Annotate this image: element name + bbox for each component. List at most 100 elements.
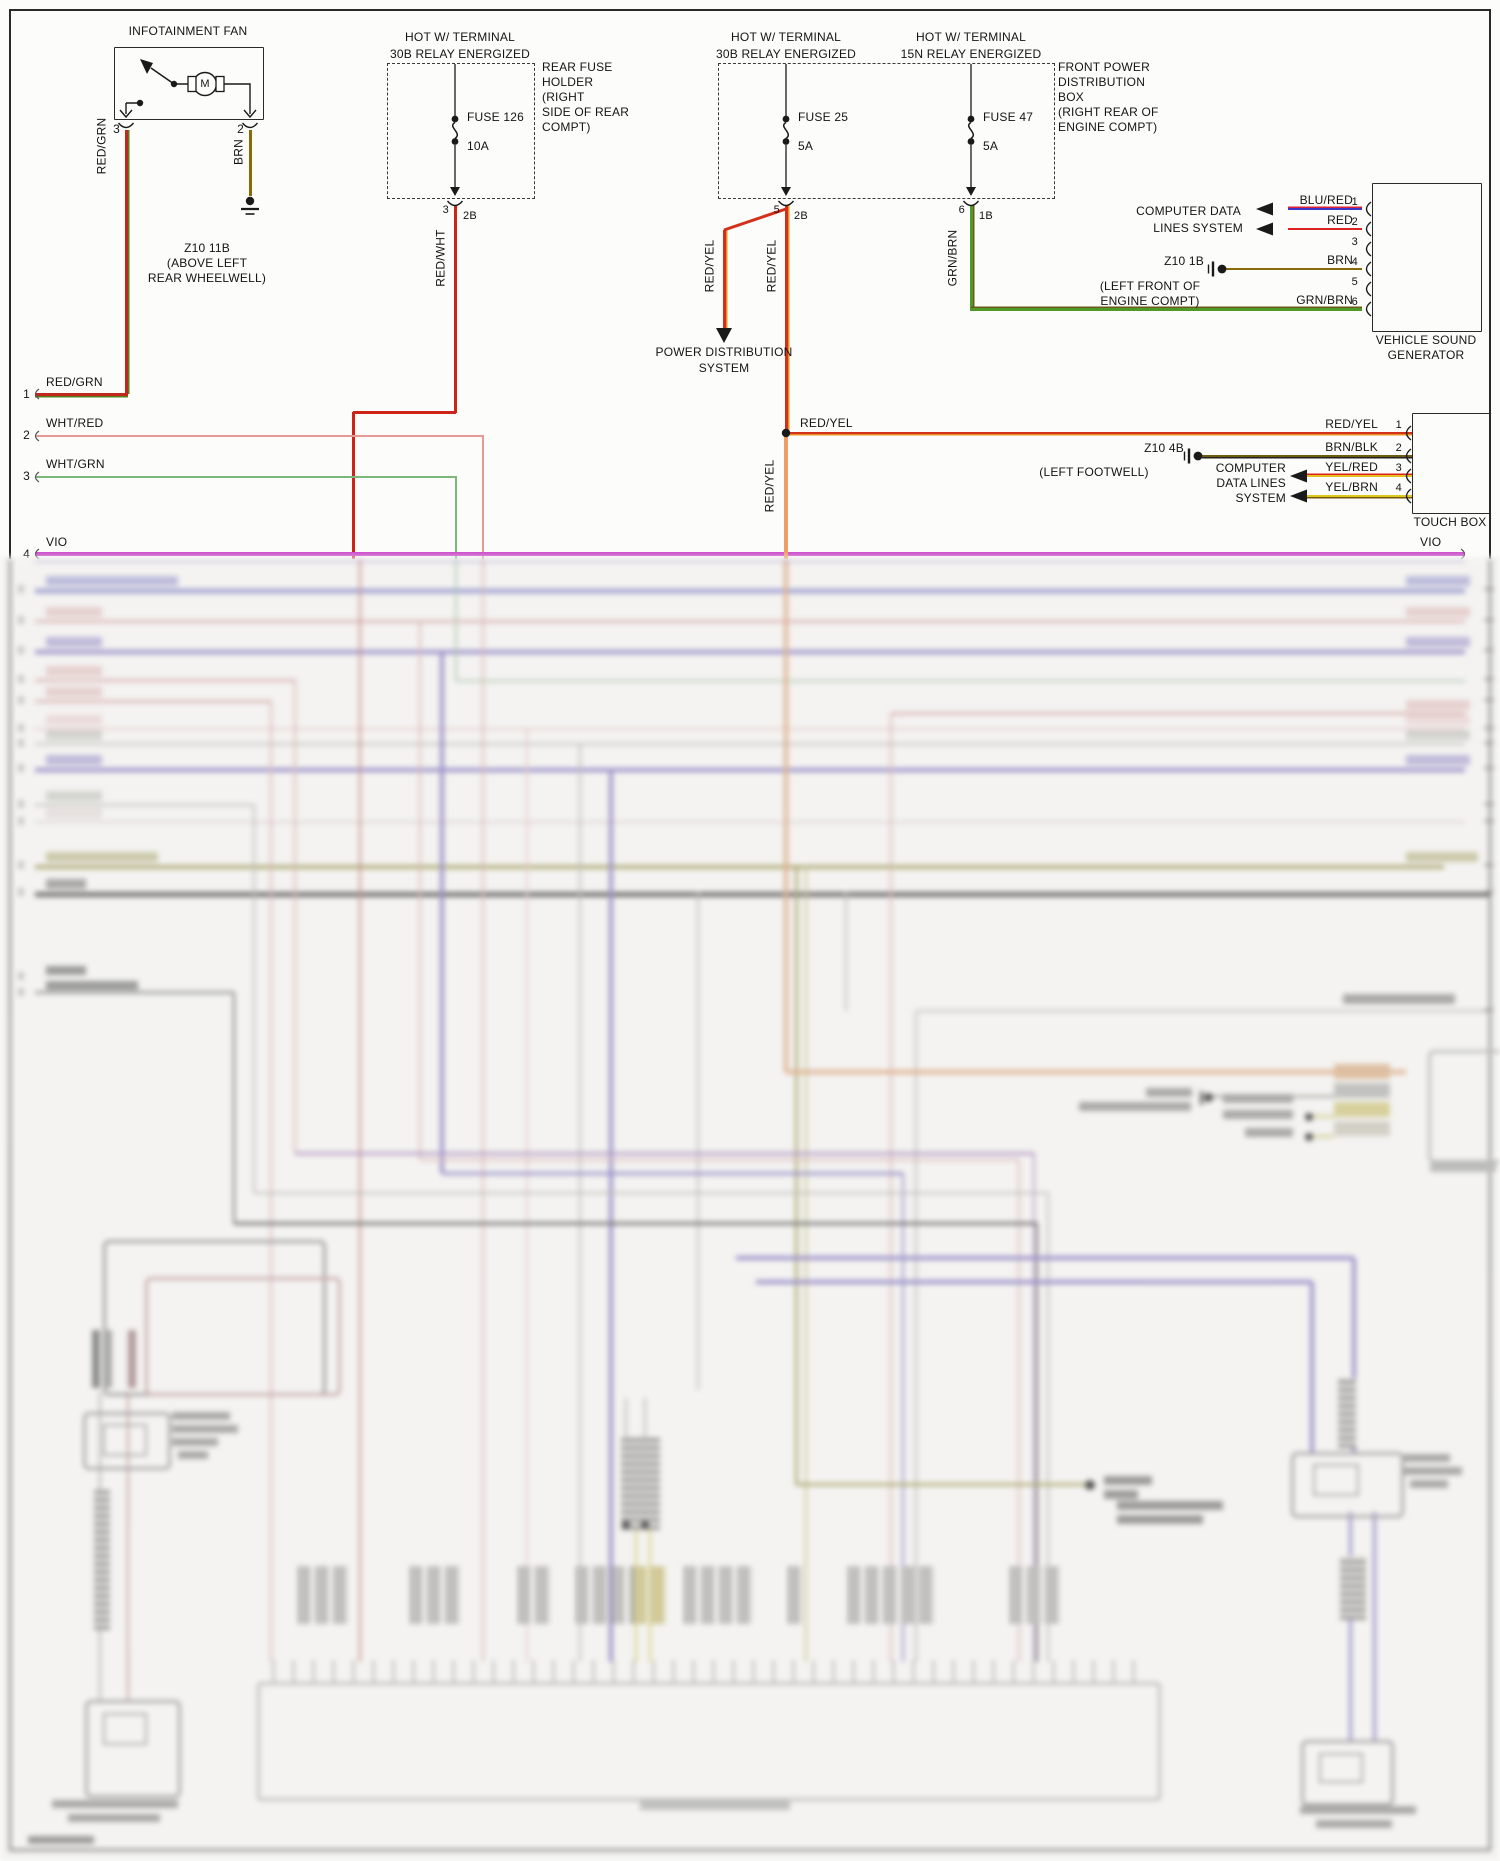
blurred-row-number [18,585,24,593]
w-grn-brn-label: GRN/BRN [945,229,960,287]
blurred-component-box [1291,1452,1404,1518]
w-red-yel-r-label: RED/YEL [764,239,779,293]
blurred-wire [609,768,613,1662]
blurred-connector [1028,1566,1041,1624]
fan-pin3-label: 3 [113,122,120,136]
wire-vio [35,552,1465,556]
blurred-component-box [145,1277,341,1396]
blurred-amp-pin [972,1660,975,1682]
blurred-wire [1352,1258,1356,1452]
blurred-amp-pin [472,1660,475,1682]
rfh5-label: COMPT) [542,120,591,134]
blurred-wire [35,865,1444,869]
tb-w3-label: YEL/RED [1325,460,1378,474]
vsg-p3-label: 3 [1351,236,1358,248]
blurred-connector [1334,1102,1390,1117]
wire-red_grn [35,392,128,396]
blurred-amp-pin [432,1660,435,1682]
ground-icon [241,196,259,215]
wire-wht_grn [35,475,457,479]
blurred-inner-rect [1319,1753,1363,1783]
blurred-row-number [18,764,24,772]
blurred-connector [518,1566,531,1624]
blurred-wire [35,991,234,994]
ry-mid-label: RED/YEL [800,416,853,430]
fuse25-label: FUSE 25 [798,110,849,124]
blurred-row-number [18,888,24,896]
blurred-amp-pin [812,1660,815,1682]
blurred-amp-pin [1052,1660,1055,1682]
f47-conn-label: 1B [979,210,993,222]
blurred-connector [446,1566,459,1624]
blurred-wire [1313,1135,1334,1138]
blurred-cable [1338,1378,1356,1448]
blurred-connector [536,1566,549,1624]
blurred-wire [756,1280,1312,1284]
blurred-connector [920,1566,933,1624]
connector-arc-icon [1365,241,1372,257]
blurred-wire [35,892,1490,897]
row4-n-label: 4 [23,547,30,561]
blurred-amp-pin [412,1660,415,1682]
blurred-wire [794,865,798,1485]
wire-red_wht [453,205,457,413]
hot1b-label: 30B RELAY ENERGIZED [389,47,531,61]
blurred-wire [35,620,1465,623]
wire-red_yel [722,230,726,331]
connector-arc-icon [1365,261,1372,277]
blurred-inner-rect [103,1424,147,1456]
blurred-label [1316,1820,1392,1828]
tb-w1-label: RED/YEL [1325,417,1378,431]
blurred-pin-tick [1484,588,1494,590]
blurred-label [46,981,138,990]
wire-blu_red [1288,207,1362,211]
tb-p4-label: 4 [1395,482,1402,494]
blurred-component-box [83,1412,171,1470]
vsg-w6-label: GRN/BRN [1296,293,1353,307]
f25-conn-label: 2B [794,210,808,222]
blurred-amp-pin [392,1660,395,1682]
blurred-wire [736,1256,1354,1260]
blurred-amp-pin [732,1660,735,1682]
blurred-label [1430,1163,1496,1172]
blurred-wire [35,804,254,806]
page-border-bottom [9,1849,1491,1851]
pds2-label: SYSTEM [698,361,750,375]
blurred-label [1245,1128,1293,1137]
blurred-label [1410,1480,1448,1488]
blurred-amp-pin [1072,1660,1075,1682]
blurred-wire [786,1070,1406,1074]
blurred-amp-pin [1032,1660,1035,1682]
tb-p1-label: 1 [1395,419,1402,431]
blurred-wire [643,1398,647,1437]
blurred-wire [126,1392,130,1700]
blurred-wire [1035,1223,1039,1662]
blurred-amp-pin [552,1660,555,1682]
rfh4-label: SIDE OF REAR [542,105,630,119]
blurred-label [46,808,102,818]
blurred-label [1406,700,1470,710]
blurred-label [1117,1515,1203,1524]
blurred-pin-tick [1484,649,1494,651]
blurred-pin-tick [1484,767,1494,769]
blurred-label [68,1814,160,1822]
blurred-row-number [18,988,24,996]
blurred-connector [884,1566,897,1624]
blurred-label [172,1425,238,1433]
blurred-pin-tick [1484,727,1494,729]
blurred-label [178,1451,208,1459]
blurred-amp-pin [912,1660,915,1682]
touch-box [1412,413,1490,514]
blurred-connector [316,1566,329,1624]
blurred-amp-pin [452,1660,455,1682]
blurred-pin-tick [1484,619,1494,621]
blurred-connector [612,1566,625,1624]
blurred-connector [576,1566,589,1624]
wire-red_yel_soft [784,435,788,559]
vsg-p5-label: 5 [1351,276,1358,288]
blurred-connector [92,1330,100,1388]
blurred-wire [482,559,484,1662]
blurred-amp-pin [1012,1660,1015,1682]
blurred-connector [1334,1064,1390,1079]
tb-w2-label: BRN/BLK [1325,440,1378,454]
